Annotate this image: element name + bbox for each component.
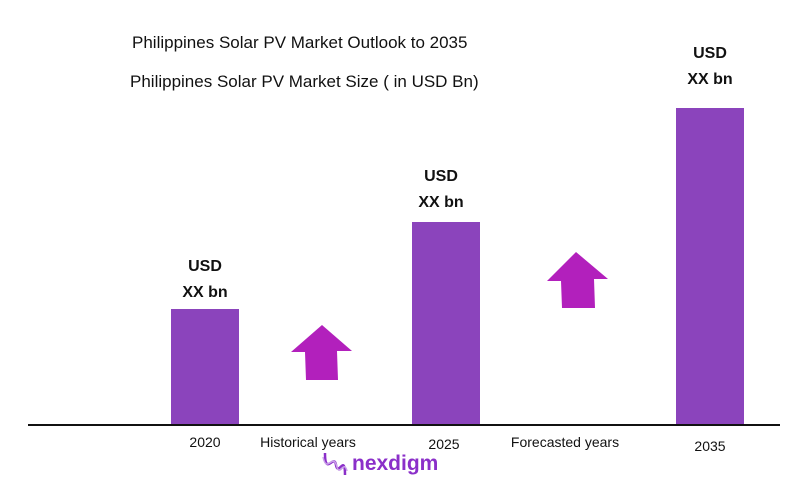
x-tick-2025: 2025 — [428, 436, 460, 452]
data-label-2025: USD XX bn — [381, 164, 501, 216]
bar-2035 — [676, 108, 744, 424]
arrow-up-icon — [291, 325, 352, 380]
logo-mark-icon — [322, 452, 348, 476]
logo-text: nexdigm — [352, 452, 439, 475]
annotation-forecasted: Forecasted years — [510, 434, 620, 450]
data-label-line: XX bn — [687, 71, 733, 88]
nexdigm-logo: nexdigm — [322, 449, 438, 479]
chart-subtitle: Philippines Solar PV Market Size ( in US… — [130, 72, 479, 91]
annotation-historical: Historical years — [260, 434, 356, 450]
x-tick-2035: 2035 — [694, 438, 726, 454]
data-label-line: XX bn — [418, 194, 464, 211]
x-tick-2020: 2020 — [189, 434, 221, 450]
bar-2025 — [412, 222, 480, 424]
data-label-2035: USD XX bn — [650, 41, 770, 93]
bar-2020 — [171, 309, 239, 424]
data-label-line: USD — [693, 45, 727, 62]
data-label-line: USD — [424, 168, 458, 185]
chart-title: Philippines Solar PV Market Outlook to 2… — [132, 33, 468, 52]
data-label-line: USD — [188, 258, 222, 275]
arrow-up-icon — [547, 252, 608, 308]
data-label-2020: USD XX bn — [145, 254, 265, 306]
data-label-line: XX bn — [182, 284, 228, 301]
